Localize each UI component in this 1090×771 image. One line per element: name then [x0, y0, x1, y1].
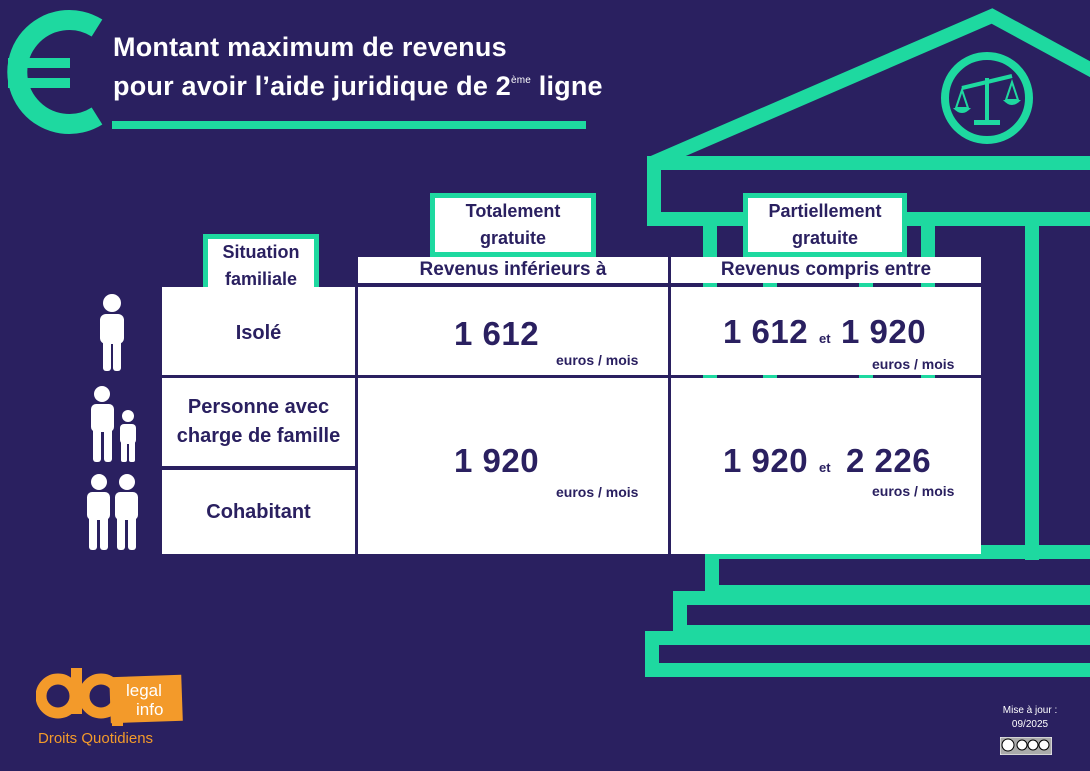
- svg-text:info: info: [136, 700, 163, 719]
- header-partial: Partiellement gratuite: [743, 193, 907, 257]
- partial-unit: euros / mois: [872, 356, 955, 372]
- free-value: 1 920: [454, 442, 540, 479]
- partial-unit: euros / mois: [872, 483, 955, 499]
- row-isole-free: 1 612 euros / mois: [358, 287, 668, 375]
- header-partial-line2: gratuite: [791, 228, 858, 248]
- row-famille-free: 1 920 euros / mois: [358, 378, 668, 554]
- row-charge-famille-label: Personne avec charge de famille: [162, 378, 355, 466]
- logo-tagline: Droits Quotidiens: [38, 730, 154, 747]
- partial-et: et: [819, 331, 831, 346]
- subheader-free: Revenus inférieurs à: [358, 257, 668, 283]
- update-date: 09/2025: [1011, 719, 1049, 730]
- title-line-2: pour avoir l’aide juridique de 2ème lign…: [113, 67, 603, 112]
- title-underline: [112, 121, 586, 129]
- row-charge-famille-line2: charge de famille: [176, 425, 341, 447]
- title-line-2-text: pour avoir l’aide juridique de 2: [113, 71, 511, 101]
- partial-low: 1 920: [723, 442, 809, 479]
- update-label: Mise à jour :: [1002, 705, 1058, 716]
- svg-text:legal: legal: [126, 681, 162, 700]
- parent-child-icon: [91, 386, 136, 462]
- header-free-line1: Totalement: [465, 201, 561, 221]
- update-info: Mise à jour : 09/2025: [990, 704, 1070, 732]
- row-charge-famille-line1: Personne avec: [187, 396, 330, 418]
- partial-high: 1 920: [841, 313, 927, 350]
- legal-info-logo: legal info: [36, 668, 183, 726]
- person-icon: [100, 294, 124, 371]
- partial-et: et: [819, 460, 831, 475]
- free-unit: euros / mois: [556, 484, 639, 500]
- header-partial-line1: Partiellement: [768, 201, 882, 221]
- subheader-partial: Revenus compris entre: [671, 257, 981, 283]
- header-free-line2: gratuite: [479, 228, 546, 248]
- free-unit: euros / mois: [556, 352, 639, 368]
- free-value: 1 612: [454, 315, 540, 352]
- row-isole-partial: 1 612 et 1 920 euros / mois: [671, 287, 981, 375]
- euro-icon: [7, 10, 103, 134]
- header-free: Totalement gratuite: [430, 193, 596, 257]
- title-superscript: ème: [510, 75, 532, 86]
- partial-low: 1 612: [723, 313, 809, 350]
- header-situation-line1: Situation: [222, 242, 300, 262]
- row-cohabitant-label: Cohabitant: [162, 470, 355, 554]
- row-famille-partial: 1 920 et 2 226 euros / mois: [671, 378, 981, 554]
- couple-icon: [87, 474, 138, 550]
- partial-high: 2 226: [846, 442, 932, 479]
- row-isole-label: Isolé: [162, 287, 355, 375]
- cc-license-icon: [1000, 737, 1052, 755]
- title-line-1: Montant maximum de revenus: [113, 32, 507, 62]
- scales-icon: [953, 74, 1021, 125]
- header-situation-line2: familiale: [224, 269, 298, 289]
- page-title: Montant maximum de revenus pour avoir l’…: [113, 28, 603, 112]
- title-line-2-end: ligne: [531, 71, 603, 101]
